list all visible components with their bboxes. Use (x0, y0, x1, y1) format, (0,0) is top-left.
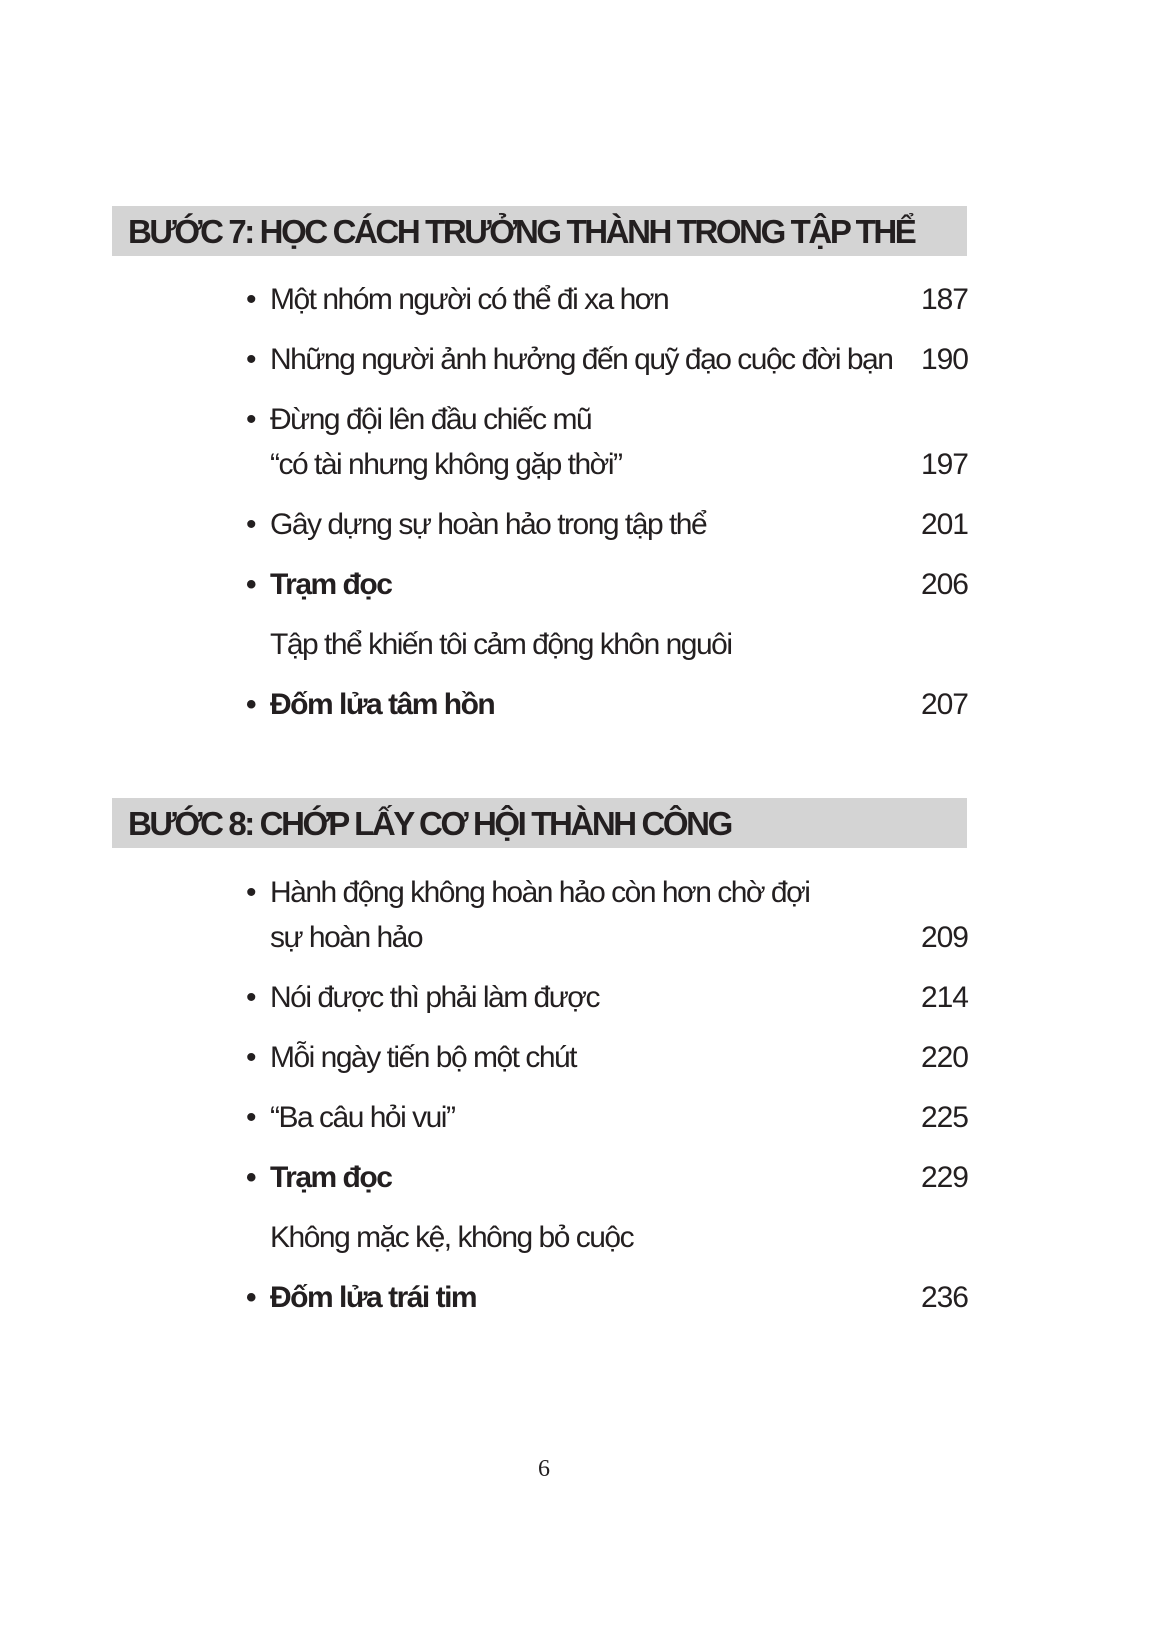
toc-entry[interactable]: • Đốm lửa trái tim 236 (246, 1275, 969, 1320)
toc-entry-title-line: “có tài nhưng không gặp thời” (270, 448, 623, 481)
toc-entry-title-line: Hành động không hoàn hảo còn hơn chờ đợi (270, 876, 811, 909)
toc-entry-page: 187 (920, 283, 969, 316)
toc-entry[interactable]: Tập thể khiến tôi cảm động khôn nguôi (246, 622, 968, 667)
section-title: BƯỚC 8: CHỚP LẤY CƠ HỘI THÀNH CÔNG (128, 805, 733, 842)
toc-entry-page: 190 (920, 343, 969, 376)
toc-entry-page: 225 (920, 1101, 969, 1134)
toc-list-step-7: • Một nhóm người có thể đi xa hơn 187 • Nhữn… (246, 277, 969, 742)
toc-entry-title-line: sự hoàn hảo (270, 921, 424, 954)
toc-entry[interactable]: • Đừng đội lên đầu chiếc mũ “có tài nhưng … (246, 397, 969, 487)
toc-entry-title-line: Đốm lửa trái tim (270, 1281, 478, 1314)
bullet-icon: • (246, 1041, 257, 1074)
toc-entry-title-line: Tập thể khiến tôi cảm động khôn nguôi (270, 628, 733, 661)
toc-entry-page: 214 (920, 981, 969, 1014)
toc-entry-title: Nói được thì phải làm được (270, 975, 898, 1020)
toc-entry-page: 207 (920, 688, 969, 721)
bullet-icon: • (246, 981, 257, 1014)
toc-entry-title-line: “Ba câu hỏi vui” (270, 1101, 456, 1134)
toc-entry[interactable]: • Trạm đọc 206 (246, 562, 969, 607)
bullet-icon: • (246, 508, 257, 541)
page-number: 6 (538, 1456, 550, 1482)
toc-entry[interactable]: • Đốm lửa tâm hồn 207 (246, 682, 969, 727)
toc-entry[interactable]: • “Ba câu hỏi vui” 225 (246, 1095, 969, 1140)
bullet-icon: • (246, 403, 257, 436)
toc-entry-title: Đốm lửa trái tim (270, 1275, 898, 1320)
toc-entry-page: 236 (920, 1281, 969, 1314)
toc-entry-title: Đốm lửa tâm hồn (270, 682, 898, 727)
toc-entry[interactable]: • Trạm đọc 229 (246, 1155, 969, 1200)
bullet-icon: • (246, 568, 257, 601)
toc-entry-title-line: Một nhóm người có thể đi xa hơn (270, 283, 670, 316)
toc-entry-title: Trạm đọc (270, 562, 898, 607)
bullet-icon: • (246, 283, 257, 316)
toc-entry[interactable]: • Một nhóm người có thể đi xa hơn 187 (246, 277, 969, 322)
toc-entry-title: Gây dựng sự hoàn hảo trong tập thể (270, 502, 898, 547)
bullet-icon: • (246, 343, 257, 376)
toc-entry[interactable]: • Gây dựng sự hoàn hảo trong tập thể 201 (246, 502, 969, 547)
toc-entry-page: 197 (920, 448, 969, 481)
toc-entry-title-line: Đừng đội lên đầu chiếc mũ (270, 403, 593, 436)
toc-entry-page: 209 (920, 921, 969, 954)
toc-entry-title-line: Những người ảnh hưởng đến quỹ đạo cuộc đ… (270, 343, 894, 376)
toc-entry-title: Đừng đội lên đầu chiếc mũ “có tài nhưng k… (270, 397, 898, 487)
toc-entry-title-line: Trạm đọc (270, 568, 393, 601)
toc-entry-page: 229 (920, 1161, 969, 1194)
toc-entry-title-line: Đốm lửa tâm hồn (270, 688, 496, 721)
section-title: BƯỚC 7: HỌC CÁCH TRƯỞNG THÀNH TRONG TẬP … (128, 213, 917, 250)
toc-list-step-8: • Hành động không hoàn hảo còn hơn chờ đợ… (246, 870, 969, 1335)
toc-entry-title-line: Nói được thì phải làm được (270, 981, 600, 1014)
section-heading-step-8: BƯỚC 8: CHỚP LẤY CƠ HỘI THÀNH CÔNG (112, 798, 967, 848)
toc-entry-page: 201 (920, 508, 969, 541)
toc-entry-title: Mỗi ngày tiến bộ một chút (270, 1035, 898, 1080)
bullet-icon: • (246, 876, 257, 909)
toc-entry[interactable]: • Những người ảnh hưởng đến quỹ đạo cuộc … (246, 337, 969, 382)
bullet-icon: • (246, 1101, 257, 1134)
bullet-icon: • (246, 1281, 257, 1314)
toc-entry-title-line: Mỗi ngày tiến bộ một chút (270, 1041, 578, 1074)
toc-entry-title: Trạm đọc (270, 1155, 898, 1200)
section-heading-step-7: BƯỚC 7: HỌC CÁCH TRƯỞNG THÀNH TRONG TẬP … (112, 206, 967, 256)
toc-entry-title-line: Gây dựng sự hoàn hảo trong tập thể (270, 508, 708, 541)
toc-entry[interactable]: Không mặc kệ, không bỏ cuộc (246, 1215, 968, 1260)
toc-entry-title-line: Không mặc kệ, không bỏ cuộc (270, 1221, 635, 1254)
toc-entry-title: Những người ảnh hưởng đến quỹ đạo cuộc đ… (270, 337, 898, 382)
bullet-icon: • (246, 1161, 257, 1194)
toc-entry-title: Tập thể khiến tôi cảm động khôn nguôi (270, 622, 898, 667)
toc-entry[interactable]: • Nói được thì phải làm được 214 (246, 975, 969, 1020)
toc-entry[interactable]: • Mỗi ngày tiến bộ một chút 220 (246, 1035, 969, 1080)
toc-entry-page: 206 (920, 568, 969, 601)
toc-entry-page: 220 (920, 1041, 969, 1074)
toc-entry-title: “Ba câu hỏi vui” (270, 1095, 898, 1140)
toc-entry-title-line: Trạm đọc (270, 1161, 393, 1194)
toc-entry-title: Hành động không hoàn hảo còn hơn chờ đợi… (270, 870, 898, 960)
toc-entry[interactable]: • Hành động không hoàn hảo còn hơn chờ đợ… (246, 870, 969, 960)
toc-entry-title: Không mặc kệ, không bỏ cuộc (270, 1215, 898, 1260)
bullet-icon: • (246, 688, 257, 721)
toc-entry-title: Một nhóm người có thể đi xa hơn (270, 277, 898, 322)
